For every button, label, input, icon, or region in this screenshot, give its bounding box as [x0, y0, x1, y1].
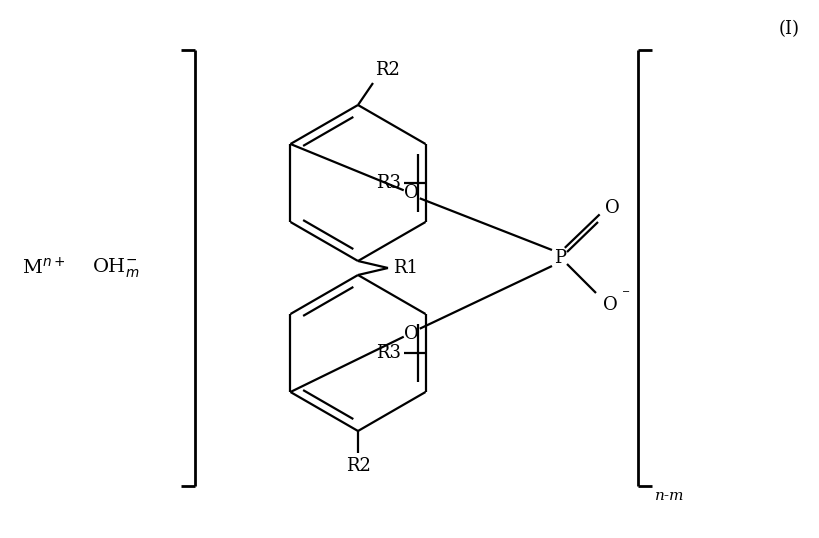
Text: O: O [405, 325, 419, 343]
Text: R1: R1 [393, 259, 418, 277]
Text: R2: R2 [346, 457, 370, 475]
Text: O: O [603, 296, 618, 314]
Text: R3: R3 [376, 344, 400, 362]
Text: n-m: n-m [655, 489, 685, 503]
Text: P: P [554, 249, 566, 267]
Text: $\mathregular{OH}_m^{-}$: $\mathregular{OH}_m^{-}$ [92, 256, 139, 280]
Text: $^{-}$: $^{-}$ [621, 288, 631, 302]
Text: O: O [405, 185, 419, 202]
Text: R3: R3 [376, 174, 400, 192]
Text: O: O [604, 199, 619, 217]
Text: $\mathregular{M}^{n+}$: $\mathregular{M}^{n+}$ [22, 257, 66, 279]
Text: (I): (I) [779, 20, 800, 38]
Text: R2: R2 [375, 61, 400, 79]
